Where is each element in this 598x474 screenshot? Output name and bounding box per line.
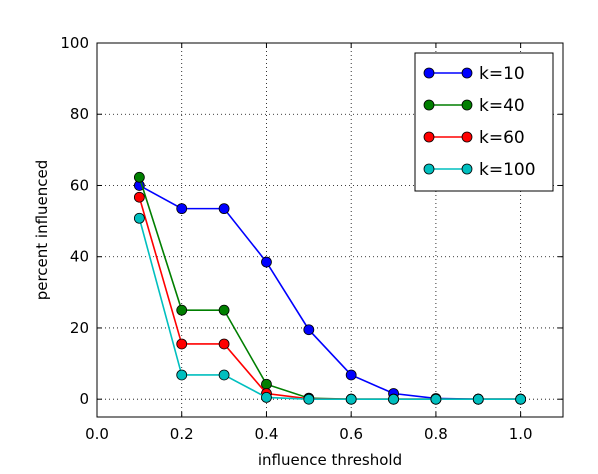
legend-label: k=10 [479, 64, 525, 84]
series-k-100 [133, 212, 527, 405]
y-tick-label: 40 [70, 248, 89, 266]
data-point [176, 304, 188, 316]
x-tick-label: 0.0 [85, 425, 109, 443]
legend-marker [461, 67, 473, 79]
data-point [133, 171, 145, 183]
data-point [515, 393, 527, 405]
data-point [176, 203, 188, 215]
data-point [218, 369, 230, 381]
x-tick-label: 0.4 [255, 425, 279, 443]
data-point [261, 378, 272, 390]
plot-frame [96, 42, 564, 418]
legend-label: k=60 [479, 128, 525, 148]
legend-label: k=100 [479, 160, 536, 180]
data-point [176, 338, 188, 350]
legend-marker [461, 131, 473, 143]
legend: k=10 k=40 k=60 k=100 [414, 52, 554, 192]
data-point [388, 393, 399, 405]
data-point [133, 191, 145, 203]
legend-marker [461, 99, 473, 111]
x-tick-label: 0.6 [339, 425, 363, 443]
legend-marker [461, 163, 473, 175]
data-point [218, 304, 230, 316]
data-point [345, 393, 357, 405]
y-axis-label: percent influenced [33, 160, 51, 301]
y-tick-label: 100 [60, 34, 89, 52]
axis-ticks: 0.0 0.2 0.4 0.6 0.8 1.0 0 20 40 60 80 100 [60, 34, 563, 443]
legend-item: k=10 [423, 64, 525, 84]
legend-marker [423, 131, 435, 143]
data-point [430, 393, 442, 405]
data-point [218, 338, 230, 350]
legend-item: k=40 [423, 96, 525, 116]
x-tick-label: 0.2 [170, 425, 194, 443]
series-line [138, 218, 521, 400]
y-tick-label: 0 [79, 390, 89, 408]
data-point [261, 256, 272, 268]
data-point [218, 203, 230, 215]
y-tick-label: 20 [70, 319, 89, 337]
data-point [345, 369, 357, 381]
legend-box [414, 52, 554, 192]
legend-item: k=60 [423, 128, 525, 148]
y-tick-label: 80 [70, 105, 89, 123]
data-point [176, 369, 188, 381]
x-tick-label: 1.0 [509, 425, 533, 443]
legend-item: k=100 [423, 160, 536, 180]
y-tick-label: 60 [70, 176, 89, 194]
data-point [261, 392, 272, 403]
x-tick-label: 0.8 [424, 425, 448, 443]
data-point [303, 393, 315, 405]
data-point [303, 324, 315, 336]
x-axis-label: influence threshold [258, 451, 402, 469]
data-point [133, 212, 145, 224]
legend-marker [423, 99, 435, 111]
data-point [472, 393, 484, 405]
legend-marker [423, 163, 435, 175]
legend-marker [423, 67, 435, 79]
series-group [133, 171, 527, 405]
legend-label: k=40 [479, 96, 525, 116]
